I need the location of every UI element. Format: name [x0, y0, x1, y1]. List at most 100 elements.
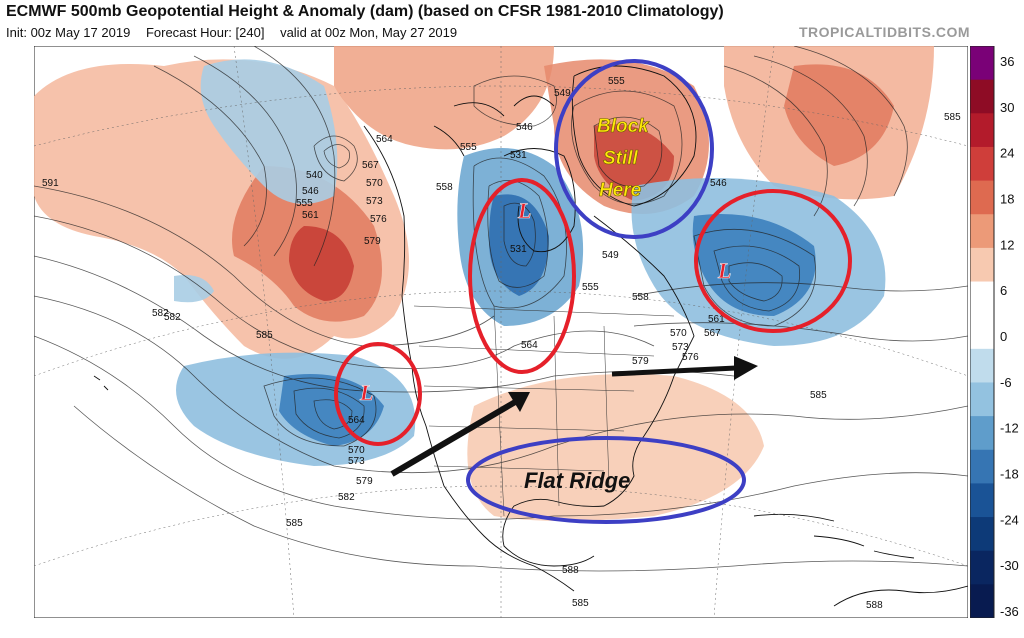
contour-label: 561: [302, 210, 319, 221]
color-scale-band: [970, 214, 994, 249]
color-scale-band: [970, 348, 994, 383]
block-circle-greenland: [554, 59, 714, 239]
low-circle-atlantic: [694, 189, 852, 333]
contour-label: 549: [602, 250, 619, 261]
color-scale-tick-label: 0: [1000, 329, 1007, 344]
color-scale-tick-label: 12: [1000, 237, 1014, 252]
contour-label: 585: [572, 598, 589, 609]
annotation-circles: [334, 59, 852, 524]
color-scale-tick-label: 30: [1000, 100, 1014, 115]
contour-label: 531: [510, 150, 527, 161]
arrow-east-head: [734, 356, 758, 380]
anomaly-positive-west-center: [289, 226, 354, 301]
contour-label: 567: [362, 160, 379, 171]
contour-label: 564: [376, 134, 393, 145]
contour-label: 555: [582, 282, 599, 293]
contour-label: 558: [632, 292, 649, 303]
color-scale-band: [970, 517, 994, 552]
low-circle-hudson: [468, 178, 576, 374]
color-scale-band: [970, 382, 994, 417]
arrow-east-flow: [611, 365, 737, 377]
coastlines: [93, 65, 968, 607]
coast-caribbean: [753, 513, 915, 559]
contour-label: 576: [370, 214, 387, 225]
contour-label: 558: [436, 182, 453, 193]
color-scale-tick-label: -24: [1000, 512, 1019, 527]
anomaly-negative-alaska: [200, 59, 338, 205]
contour-label: 585: [810, 390, 827, 401]
contour-label: 561: [708, 314, 725, 325]
coast-hawaii: [93, 375, 109, 391]
color-scale-tick-label: -36: [1000, 604, 1019, 618]
contour-label: 582: [164, 312, 181, 323]
block-label-line2: Still: [603, 148, 639, 169]
contour-label: 546: [710, 178, 727, 189]
contour-label: 555: [460, 142, 477, 153]
low-marker-pacific: L: [359, 380, 373, 405]
color-scale-band: [970, 247, 994, 283]
contour-label: 585: [286, 518, 303, 529]
contour-labels: 5915405465555615675705735765795645825855…: [42, 76, 961, 611]
map-subtitle: Init: 00z May 17 2019 Forecast Hour: [24…: [6, 25, 469, 40]
contour-label: 582: [152, 308, 169, 319]
contour-label: 570: [670, 328, 687, 339]
init-time: Init: 00z May 17 2019: [6, 25, 131, 40]
color-scale-tick-label: 18: [1000, 192, 1014, 207]
contour-label: 546: [516, 122, 533, 133]
color-scale-band: [970, 416, 994, 451]
color-scale-band: [970, 113, 994, 148]
contour-label: 576: [682, 352, 699, 363]
coast-south-america: [833, 585, 968, 607]
coast-east-canada: [593, 215, 695, 377]
color-scale-band: [970, 584, 994, 618]
graticule: [34, 46, 968, 618]
contour-label: 567: [704, 328, 721, 339]
anomaly-shading: [34, 46, 934, 521]
contour-label: 579: [356, 476, 373, 487]
contour-label: 570: [348, 445, 365, 456]
map-title: ECMWF 500mb Geopotential Height & Anomal…: [6, 3, 724, 20]
anomaly-color-scale: 36 30 24 18 12 6 0 -6 -12 -18 -24 -30 -36: [970, 46, 1019, 618]
contour-label: 555: [296, 198, 313, 209]
color-scale-band: [970, 483, 994, 518]
contour-label: 573: [348, 456, 365, 467]
coast-gulf: [502, 498, 595, 567]
color-scale-band: [970, 281, 994, 316]
color-scale-tick-label: -30: [1000, 558, 1019, 573]
color-scale-band: [970, 79, 994, 114]
brand-watermark: TROPICALTIDBITS.COM: [798, 24, 970, 40]
low-circle-pacific: [334, 342, 422, 446]
contour-label: 546: [302, 186, 319, 197]
color-scale-band: [970, 449, 994, 484]
arrow-southwest-flow: [390, 395, 524, 477]
color-scale-tick-label: -18: [1000, 467, 1019, 482]
anomaly-negative-cutoff: [174, 275, 214, 303]
annotation-text: Block Still Here Flat Ridge: [524, 116, 650, 493]
color-scale-band: [970, 315, 994, 350]
low-markers: L L L: [359, 198, 732, 406]
contour-label: 579: [632, 356, 649, 367]
weather-map: 5915405465555615675705735765795645825855…: [34, 46, 968, 618]
color-scale-bands: [970, 46, 994, 618]
contour-label: 573: [366, 196, 383, 207]
contour-label: 591: [42, 178, 59, 189]
color-scale-ticks: 36 30 24 18 12 6 0 -6 -12 -18 -24 -30 -36: [1000, 54, 1019, 618]
anomaly-negative-atlantic-core: [692, 214, 816, 316]
color-scale-band: [970, 180, 994, 215]
contour-label: 570: [366, 178, 383, 189]
color-scale-band: [970, 146, 994, 182]
contour-label: 579: [364, 236, 381, 247]
anomaly-positive-north: [334, 46, 554, 150]
contour-label: 582: [338, 492, 355, 503]
contour-label: 549: [554, 88, 571, 99]
color-scale-tick-label: 6: [1000, 283, 1007, 298]
color-scale-tick-label: -6: [1000, 375, 1012, 390]
contour-label: 588: [562, 565, 579, 576]
block-label-line1: Block: [597, 116, 650, 137]
contour-label: 573: [672, 342, 689, 353]
contour-label: 564: [348, 415, 365, 426]
valid-time: valid at 00z Mon, May 27 2019: [280, 25, 458, 40]
contour-label: 564: [521, 340, 538, 351]
contour-label: 540: [306, 170, 323, 181]
coast-hudson-bay: [503, 148, 576, 253]
